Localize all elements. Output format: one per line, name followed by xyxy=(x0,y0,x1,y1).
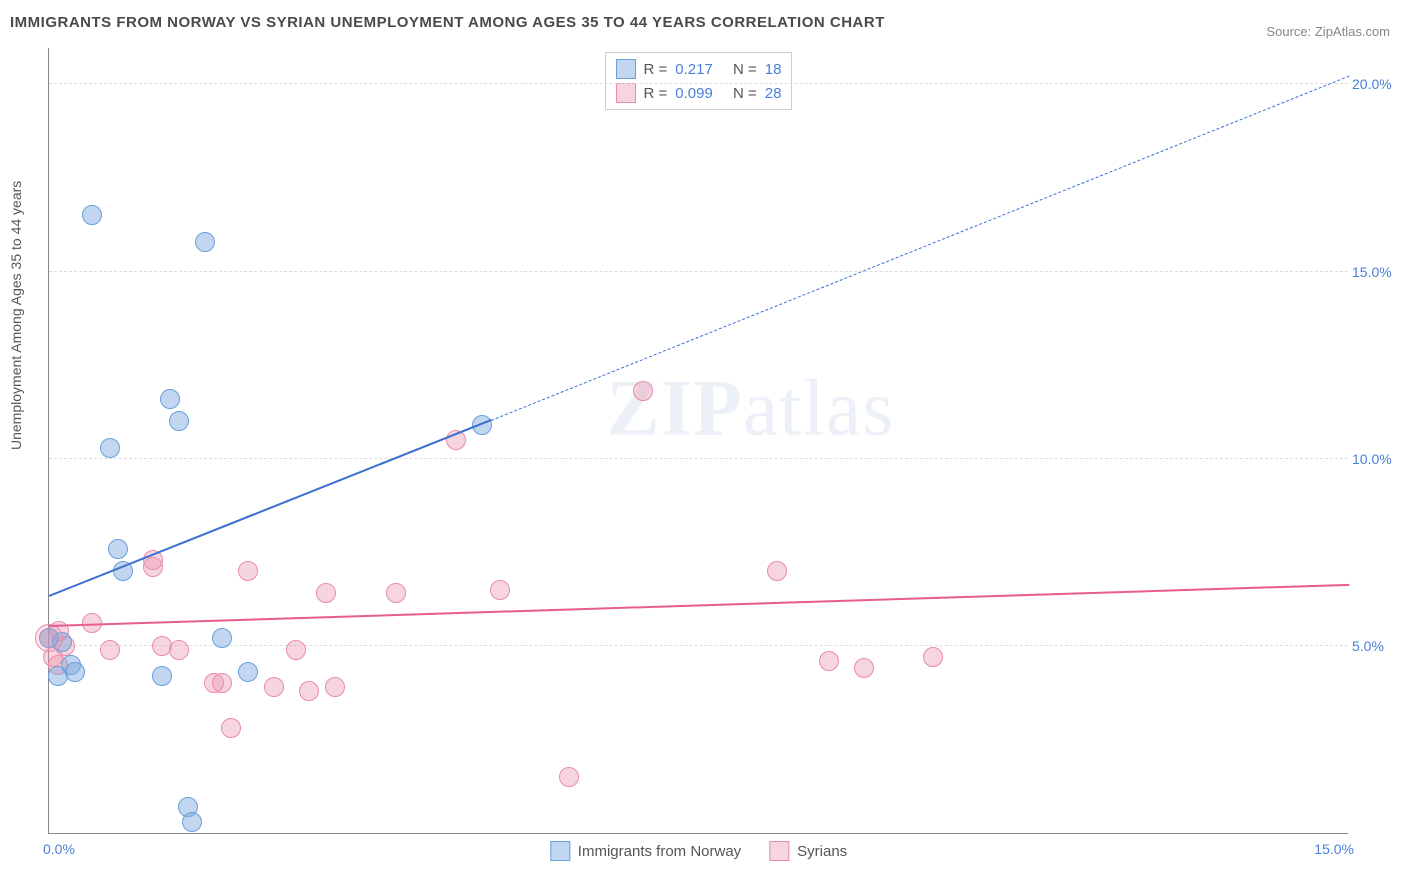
swatch-syrians xyxy=(616,83,636,103)
trend-line xyxy=(49,584,1349,627)
plot-area: ZIPatlas R = 0.217 N = 18 R = 0.099 N = … xyxy=(48,48,1348,834)
syrians-point xyxy=(490,580,510,600)
syrians-point xyxy=(767,561,787,581)
syrians-point xyxy=(819,651,839,671)
chart-title: IMMIGRANTS FROM NORWAY VS SYRIAN UNEMPLO… xyxy=(10,14,885,31)
gridline xyxy=(49,271,1348,272)
swatch-norway-icon xyxy=(550,841,570,861)
syrians-point xyxy=(633,381,653,401)
norway-point xyxy=(182,812,202,832)
syrians-point xyxy=(238,561,258,581)
norway-point xyxy=(152,666,172,686)
swatch-syrians-icon xyxy=(769,841,789,861)
y-tick-label: 20.0% xyxy=(1352,76,1406,92)
stats-legend: R = 0.217 N = 18 R = 0.099 N = 28 xyxy=(605,52,793,110)
syrians-point xyxy=(854,658,874,678)
norway-point xyxy=(212,628,232,648)
legend-label-norway: Immigrants from Norway xyxy=(578,843,741,860)
syrians-point xyxy=(286,640,306,660)
norway-point xyxy=(100,438,120,458)
syrians-point xyxy=(264,677,284,697)
legend-item-syrians: Syrians xyxy=(769,841,847,861)
syrians-point xyxy=(100,640,120,660)
legend-item-norway: Immigrants from Norway xyxy=(550,841,741,861)
syrians-point xyxy=(325,677,345,697)
y-tick-label: 15.0% xyxy=(1352,264,1406,280)
syrians-point xyxy=(923,647,943,667)
stats-row-norway: R = 0.217 N = 18 xyxy=(616,57,782,81)
syrians-point xyxy=(299,681,319,701)
trend-line xyxy=(491,76,1349,421)
stats-row-syrians: R = 0.099 N = 28 xyxy=(616,81,782,105)
norway-point xyxy=(65,662,85,682)
norway-point xyxy=(169,411,189,431)
legend-label-syrians: Syrians xyxy=(797,843,847,860)
watermark: ZIPatlas xyxy=(606,364,894,455)
overlap-marker xyxy=(35,624,63,652)
syrians-point xyxy=(169,640,189,660)
norway-point xyxy=(195,232,215,252)
y-tick-label: 10.0% xyxy=(1352,451,1406,467)
syrians-point xyxy=(559,767,579,787)
x-tick-max: 15.0% xyxy=(1314,841,1354,857)
gridline xyxy=(49,645,1348,646)
series-legend: Immigrants from Norway Syrians xyxy=(550,841,847,861)
gridline xyxy=(49,458,1348,459)
swatch-norway xyxy=(616,59,636,79)
norway-point xyxy=(82,205,102,225)
gridline xyxy=(49,83,1348,84)
syrians-point xyxy=(221,718,241,738)
y-axis-label: Unemployment Among Ages 35 to 44 years xyxy=(8,181,24,450)
y-tick-label: 5.0% xyxy=(1352,638,1406,654)
norway-point xyxy=(160,389,180,409)
norway-point xyxy=(108,539,128,559)
source-credit: Source: ZipAtlas.com xyxy=(1266,24,1390,39)
x-tick-min: 0.0% xyxy=(43,841,75,857)
syrians-point xyxy=(316,583,336,603)
syrians-point xyxy=(386,583,406,603)
norway-point xyxy=(238,662,258,682)
syrians-point xyxy=(212,673,232,693)
